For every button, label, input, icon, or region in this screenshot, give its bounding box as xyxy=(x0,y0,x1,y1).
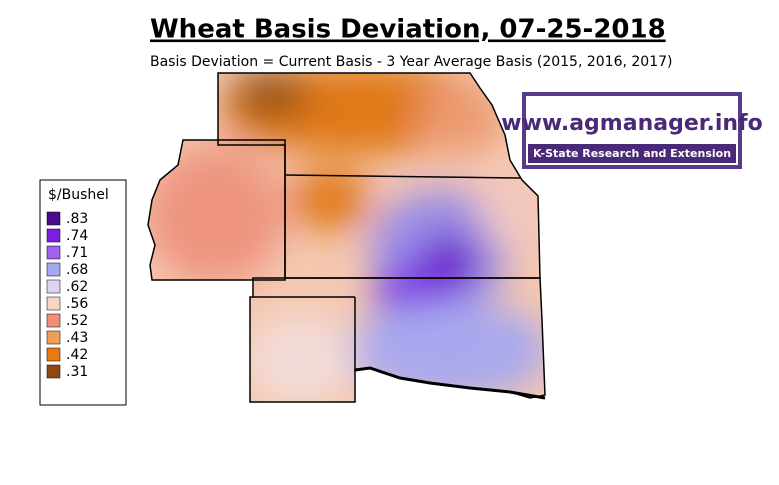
legend-swatch xyxy=(46,296,61,311)
legend-label: .42 xyxy=(66,347,88,363)
state-border xyxy=(147,139,286,281)
legend-label: .71 xyxy=(66,245,88,261)
legend-label: .74 xyxy=(66,228,88,244)
legend-label: .83 xyxy=(66,211,88,227)
heat-area xyxy=(415,85,505,155)
legend-swatch xyxy=(46,313,61,328)
heat-area xyxy=(148,145,285,285)
heat-area xyxy=(480,170,540,250)
legend-label: .31 xyxy=(66,364,88,380)
subtitle: Basis Deviation = Current Basis - 3 Year… xyxy=(150,54,672,70)
logo: www.agmanager.info K-State Research and … xyxy=(501,92,763,169)
title: Wheat Basis Deviation, 07-25-2018 xyxy=(150,15,666,45)
legend-label: .62 xyxy=(66,279,88,295)
heat-area xyxy=(350,300,545,400)
basis-map xyxy=(148,73,545,402)
state-borders xyxy=(147,72,546,403)
legend-swatch xyxy=(46,279,61,294)
legend-swatch xyxy=(46,347,61,362)
river xyxy=(354,366,546,400)
heat-surface xyxy=(148,73,545,402)
legend-swatch xyxy=(46,364,61,379)
heat-area xyxy=(290,170,370,230)
legend: $/Bushel .83.74.71.68.62.56.52.43.42.31 xyxy=(39,179,127,406)
legend-swatch xyxy=(46,245,61,260)
legend-label: .56 xyxy=(66,296,88,312)
legend-swatch xyxy=(46,262,61,277)
legend-swatch xyxy=(46,211,61,226)
legend-title: $/Bushel xyxy=(48,187,109,203)
heat-area xyxy=(230,73,310,120)
legend-swatch xyxy=(46,228,61,243)
legend-label: .43 xyxy=(66,330,88,346)
heat-area xyxy=(245,315,355,402)
legend-swatch xyxy=(46,330,61,345)
heat-area xyxy=(420,235,480,285)
logo-org: K-State Research and Extension xyxy=(533,147,731,160)
legend-label: .52 xyxy=(66,313,88,329)
legend-label: .68 xyxy=(66,262,88,278)
logo-url: www.agmanager.info xyxy=(501,111,762,136)
logo-band xyxy=(528,144,736,163)
state-border xyxy=(284,174,521,179)
